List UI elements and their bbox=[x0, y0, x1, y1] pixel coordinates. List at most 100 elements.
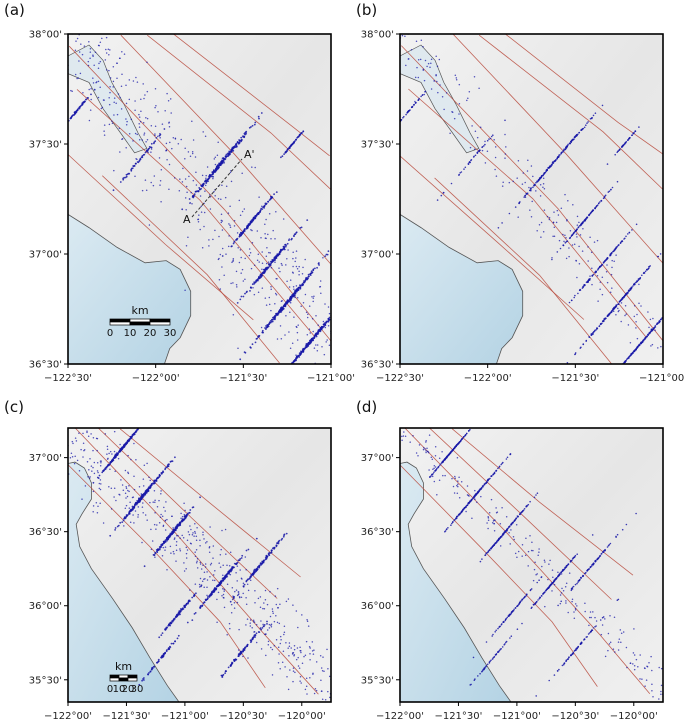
earthquake-dot bbox=[278, 252, 280, 255]
earthquake-dot bbox=[617, 307, 619, 310]
earthquake-dot bbox=[111, 120, 113, 122]
earthquake-dot bbox=[281, 374, 283, 376]
earthquake-dot bbox=[502, 181, 504, 183]
cross-section-line: AA' bbox=[183, 148, 255, 226]
earthquake-dot bbox=[109, 77, 112, 79]
earthquake-dot bbox=[113, 450, 116, 453]
earthquake-dot bbox=[186, 621, 189, 624]
earthquake-dot bbox=[328, 312, 331, 315]
earthquake-dot bbox=[106, 445, 109, 448]
earthquake-dot bbox=[184, 158, 186, 160]
earthquake-dot bbox=[285, 369, 287, 371]
x-tick-label: −121°00' bbox=[307, 373, 355, 384]
earthquake-dot bbox=[267, 261, 270, 263]
earthquake-dot bbox=[604, 195, 606, 198]
ocean-area bbox=[68, 213, 192, 364]
earthquake-dot bbox=[83, 449, 86, 451]
earthquake-dot bbox=[569, 230, 572, 232]
earthquake-dot bbox=[217, 591, 220, 594]
earthquake-dot bbox=[316, 349, 319, 352]
earthquake-dot bbox=[625, 292, 628, 295]
earthquake-dot bbox=[532, 175, 534, 178]
earthquake-dot bbox=[90, 433, 92, 435]
earthquake-dot bbox=[301, 272, 304, 275]
earthquake-dot bbox=[164, 510, 166, 512]
earthquake-dot bbox=[608, 190, 611, 192]
earthquake-dot bbox=[596, 239, 599, 242]
earthquake-dot bbox=[403, 115, 405, 118]
earthquake-dot bbox=[632, 352, 634, 354]
earthquake-dot bbox=[186, 514, 188, 517]
earthquake-dot bbox=[165, 149, 167, 152]
earthquake-dot bbox=[258, 196, 260, 198]
x-tick-label: −121°00' bbox=[161, 711, 209, 722]
earthquake-dot bbox=[172, 550, 175, 553]
earthquake-dot bbox=[189, 542, 192, 544]
earthquake-dot bbox=[284, 371, 286, 373]
earthquake-dot bbox=[144, 94, 146, 96]
earthquake-dot bbox=[493, 138, 495, 141]
earthquake-dot bbox=[517, 216, 519, 218]
earthquake-dot bbox=[430, 88, 433, 90]
earthquake-dot bbox=[122, 178, 125, 181]
earthquake-dot bbox=[221, 595, 223, 597]
earthquake-dot bbox=[99, 60, 102, 63]
earthquake-dot bbox=[202, 531, 204, 533]
earthquake-dot bbox=[249, 252, 252, 254]
earthquake-dot bbox=[113, 169, 115, 172]
earthquake-dot bbox=[491, 475, 493, 477]
earthquake-dot bbox=[291, 143, 293, 146]
map-panel-b: (b) 38°00'37°30'37°00'36°30'−122°30' −122… bbox=[356, 1, 685, 384]
earthquake-dot bbox=[206, 594, 208, 597]
earthquake-dot bbox=[280, 300, 283, 302]
earthquake-dot bbox=[267, 233, 269, 236]
earthquake-dot bbox=[596, 269, 599, 271]
earthquake-dot bbox=[618, 244, 620, 246]
earthquake-dot bbox=[237, 649, 240, 651]
earthquake-dot bbox=[497, 227, 500, 229]
earthquake-dot bbox=[143, 153, 146, 156]
earthquake-dot bbox=[483, 483, 486, 486]
earthquake-dot bbox=[405, 113, 407, 116]
earthquake-dot bbox=[241, 268, 244, 271]
earthquake-dot bbox=[109, 85, 111, 88]
earthquake-dot bbox=[657, 255, 659, 258]
earthquake-dot bbox=[548, 218, 551, 221]
earthquake-dot bbox=[252, 571, 255, 573]
earthquake-dot bbox=[312, 297, 315, 299]
earthquake-dot bbox=[422, 69, 425, 71]
earthquake-dot bbox=[72, 442, 74, 445]
earthquake-dot bbox=[135, 76, 137, 79]
earthquake-dot bbox=[140, 493, 143, 495]
earthquake-dot bbox=[420, 39, 423, 42]
map-area-a bbox=[67, 13, 332, 376]
earthquake-dot bbox=[315, 689, 318, 692]
earthquake-dot bbox=[634, 130, 637, 132]
earthquake-dot bbox=[271, 260, 274, 263]
earthquake-dot bbox=[234, 590, 236, 593]
earthquake-dot bbox=[287, 598, 290, 600]
earthquake-dot bbox=[413, 103, 415, 106]
earthquake-dot bbox=[96, 462, 99, 464]
earthquake-dot bbox=[315, 335, 318, 338]
earthquake-dot bbox=[252, 573, 255, 576]
earthquake-dot bbox=[204, 598, 207, 601]
earthquake-dot bbox=[293, 288, 295, 291]
earthquake-dot bbox=[165, 626, 168, 629]
earthquake-dot bbox=[283, 534, 285, 537]
earthquake-dot bbox=[325, 320, 328, 323]
earthquake-dot bbox=[180, 512, 182, 515]
earthquake-dot bbox=[146, 117, 149, 120]
earthquake-dot bbox=[628, 289, 630, 292]
earthquake-dot bbox=[192, 139, 195, 141]
earthquake-dot bbox=[322, 320, 325, 323]
earthquake-dot bbox=[195, 171, 197, 174]
earthquake-dot bbox=[217, 584, 220, 587]
earthquake-dot bbox=[68, 13, 70, 15]
earthquake-dot bbox=[294, 296, 296, 299]
earthquake-dot bbox=[81, 102, 84, 105]
earthquake-dot bbox=[257, 336, 259, 338]
earthquake-dot bbox=[75, 416, 77, 418]
earthquake-dot bbox=[618, 309, 620, 312]
